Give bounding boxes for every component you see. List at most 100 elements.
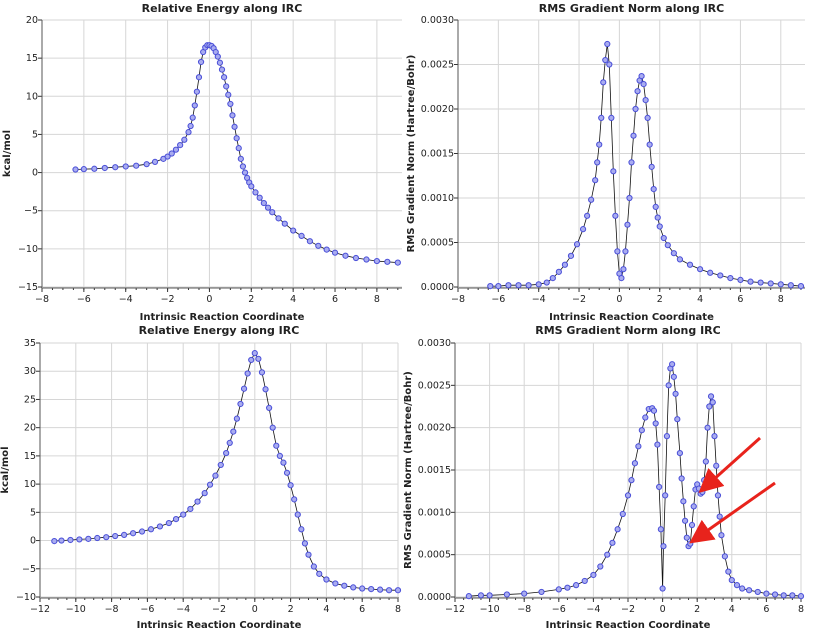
data-point xyxy=(614,248,621,255)
x-axis-label: Intrinsic Reaction Coordinate xyxy=(137,620,302,631)
data-point xyxy=(220,74,228,81)
y-tick-label: 20 xyxy=(24,423,36,434)
data-point xyxy=(94,534,101,542)
data-point xyxy=(584,212,591,219)
data-point xyxy=(465,593,472,600)
y-tick-label: 25 xyxy=(24,394,36,405)
data-point xyxy=(638,72,645,80)
x-tick-label: 6 xyxy=(737,294,743,305)
data-point xyxy=(525,282,532,289)
x-tick-label: −6 xyxy=(140,604,154,615)
data-point xyxy=(707,269,714,276)
data-point xyxy=(258,369,266,376)
data-point xyxy=(680,498,687,505)
data-point xyxy=(594,159,601,166)
data-point xyxy=(631,460,639,467)
data-point xyxy=(269,209,276,216)
data-point xyxy=(535,281,542,288)
data-point xyxy=(739,585,746,592)
data-point xyxy=(652,420,659,427)
data-point xyxy=(172,516,180,523)
x-tick-label: 2 xyxy=(694,604,700,615)
x-tick-label: −12 xyxy=(30,604,50,615)
data-point xyxy=(80,166,87,173)
data-point xyxy=(323,576,330,583)
data-point xyxy=(214,53,221,60)
y-tick-label: −5 xyxy=(22,564,36,575)
data-point xyxy=(657,526,664,533)
data-point xyxy=(635,443,642,450)
x-tick-label: 8 xyxy=(395,604,401,615)
data-point xyxy=(290,227,297,234)
data-point xyxy=(280,459,287,466)
data-point xyxy=(592,177,599,184)
data-point xyxy=(283,469,291,476)
data-point xyxy=(777,281,784,288)
x-tick-label: −10 xyxy=(480,604,500,615)
data-point xyxy=(573,582,580,589)
data-point xyxy=(707,393,715,400)
y-tick-label: −5 xyxy=(24,206,38,217)
data-point xyxy=(164,153,171,160)
data-point xyxy=(255,355,262,362)
y-tick-label: 5 xyxy=(30,507,36,518)
data-point xyxy=(624,221,631,228)
chart-title: Relative Energy along IRC xyxy=(142,2,303,15)
data-point xyxy=(294,511,301,518)
data-point xyxy=(218,66,226,73)
x-tick-label: 4 xyxy=(290,294,296,305)
data-point xyxy=(614,526,621,533)
data-point xyxy=(771,591,779,598)
x-tick-label: 6 xyxy=(332,294,338,305)
data-point xyxy=(600,79,607,86)
data-point xyxy=(660,543,667,550)
data-point xyxy=(156,523,164,530)
data-point xyxy=(85,535,92,542)
data-point xyxy=(678,475,685,482)
data-point xyxy=(194,498,201,505)
x-tick-label: −2 xyxy=(212,604,226,615)
data-point xyxy=(298,232,305,239)
data-point xyxy=(663,433,671,440)
chart-energy-bottom: −12 −10 −8 −6 −4 −2 0 2 4 6 8−10−505101520253035Re… xyxy=(0,324,402,631)
data-point xyxy=(704,424,711,431)
data-point xyxy=(251,350,258,357)
data-point xyxy=(248,356,255,364)
data-point xyxy=(244,370,251,377)
y-tick-label: 0.0005 xyxy=(421,238,454,249)
y-tick-label: 0 xyxy=(32,168,38,179)
data-point xyxy=(187,122,194,130)
y-axis-label: RMS Gradient Norm (Hartree/Bohr) xyxy=(406,55,417,253)
data-point xyxy=(676,449,684,457)
data-point xyxy=(273,442,280,449)
data-point xyxy=(718,532,725,539)
x-tick-label: −4 xyxy=(176,604,190,615)
data-point xyxy=(656,223,663,230)
data-point xyxy=(252,189,259,196)
data-point xyxy=(240,385,248,392)
x-tick-label: 0 xyxy=(206,294,212,305)
data-point xyxy=(608,114,615,122)
data-point xyxy=(505,282,512,289)
data-point xyxy=(225,91,232,98)
data-point xyxy=(670,373,677,380)
data-point xyxy=(728,576,735,584)
data-point xyxy=(237,400,244,408)
data-point xyxy=(256,194,263,201)
y-tick-label: 0.0000 xyxy=(418,592,451,603)
data-point xyxy=(634,88,641,95)
data-point xyxy=(660,234,667,242)
data-point xyxy=(301,540,309,547)
data-point xyxy=(754,588,761,596)
data-point xyxy=(747,278,754,285)
chart-gradient-top: −8 −6 −4 −2 0 2 4 6 8 0.0000 0.0005 0.0010 0.0015 0.0… xyxy=(406,2,805,323)
y-tick-label: −15 xyxy=(18,282,38,293)
x-tick-label: −2 xyxy=(572,294,586,305)
data-point xyxy=(260,199,267,207)
x-tick-label: −12 xyxy=(445,604,465,615)
y-tick-label: 0.0030 xyxy=(418,338,451,349)
data-point xyxy=(711,433,718,440)
data-point xyxy=(665,382,672,389)
data-point xyxy=(193,88,200,95)
chart-title: RMS Gradient Norm along IRC xyxy=(535,324,720,337)
